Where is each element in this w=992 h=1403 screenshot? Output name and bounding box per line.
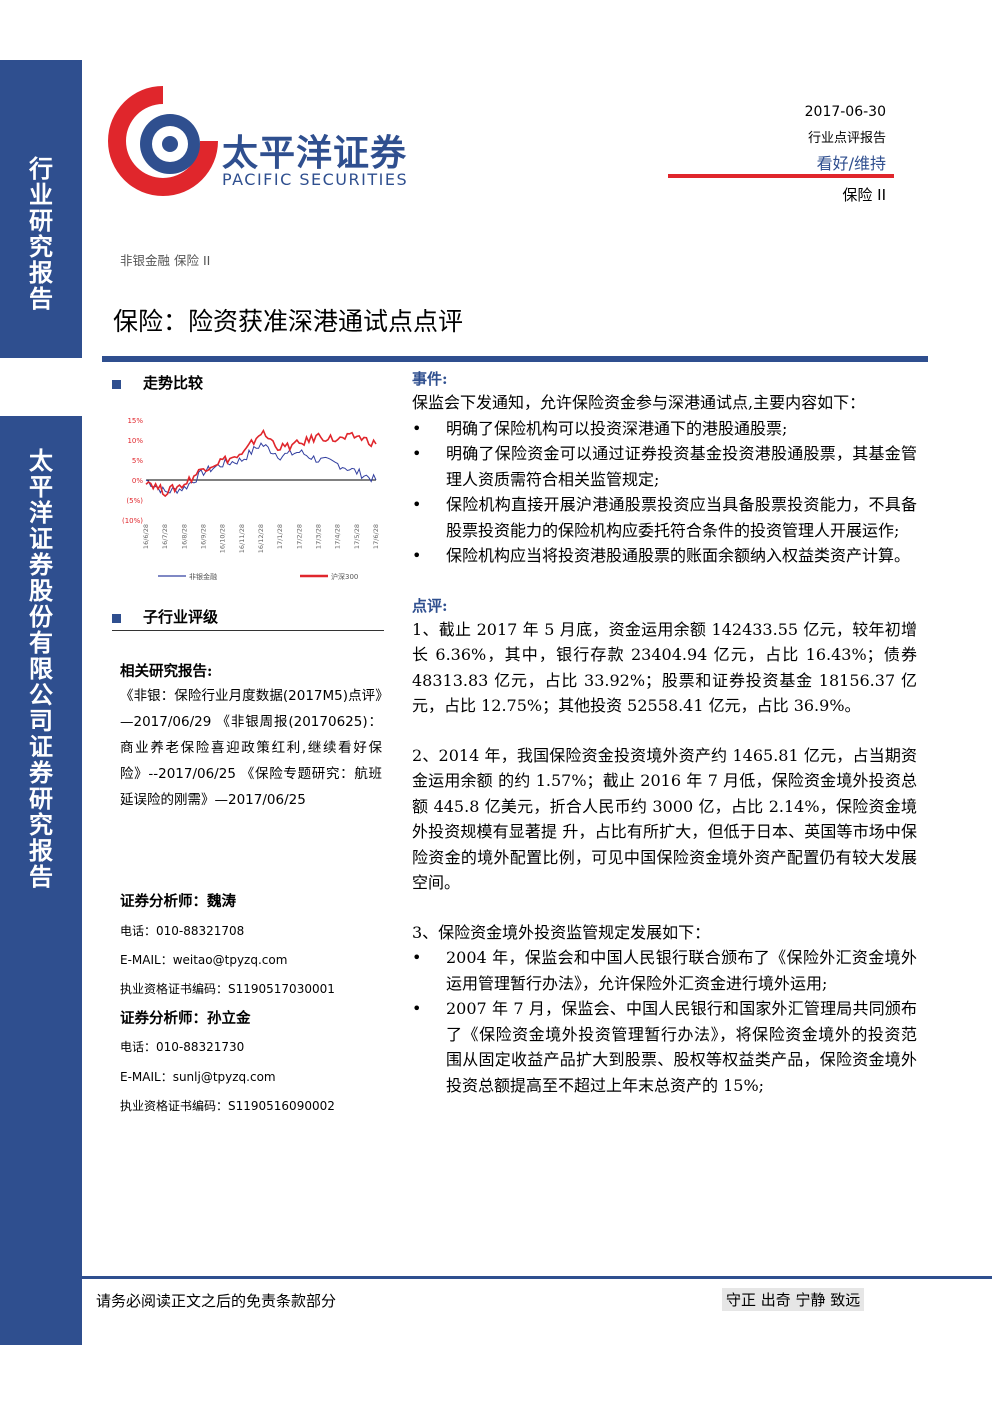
comment-para-3: 3、保险资金境外投资监管规定发展如下： [412,922,711,942]
rating-underline [668,174,894,178]
report-type: 行业点评报告 [807,131,886,146]
y-tick-label: 15% [127,417,143,425]
rating: 看好/维持 [816,154,886,173]
y-tick-label: 0% [132,477,143,485]
footer-motto: 守正 出奇 宁静 致远 [722,1288,865,1311]
analyst2-phone: 电话：010-88321730 [120,1040,245,1054]
event-bullets: 明确了保险机构可以投资深港通下的港股通股票; 明确了保险资金可以通过证券投资基金… [412,416,917,569]
y-tick-label: (5%) [126,497,143,505]
comment-heading: 点评: [412,596,448,615]
comment-para-1: 1、截止 2017 年 5 月底，资金运用余额 142433.55 亿元，较年初… [412,619,917,716]
x-tick-label: 17/1/28 [276,524,284,549]
legend-label: 非银金融 [189,572,217,581]
list-item: 保险机构应当将投资港股通股票的账面余额纳入权益类资产计算。 [412,543,917,569]
comment-para-2: 2、2014 年，我国保险资金投资境外资产约 1465.81 亿元，占当期资金运… [412,745,917,893]
footer-disclaimer: 请务必阅读正文之后的免责条款部分 [96,1292,337,1310]
list-item: 保险机构直接开展沪港通股票投资应当具备股票投资能力，不具备股票投资能力的保险机构… [412,492,917,543]
y-tick-label: (10%) [122,517,143,525]
report-date: 2017-06-30 [804,104,886,120]
analyst1-name: 证券分析师：魏涛 [120,893,236,910]
analyst1-phone: 电话：010-88321708 [120,924,245,938]
list-item: 明确了保险资金可以通过证券投资基金投资港股通股票，其基金管理人资质需符合相关监管… [412,441,917,492]
legend-label: 沪深300 [331,572,358,581]
x-tick-label: 17/4/28 [334,524,342,549]
x-tick-label: 17/3/28 [315,524,323,549]
series-line-1 [145,442,377,495]
sidebar-bottom-label: 太平洋证券股份有限公司证券研究报告 [29,446,53,891]
x-tick-label: 16/12/28 [257,524,265,553]
x-tick-label: 17/2/28 [295,524,303,549]
x-tick-label: 17/6/28 [372,524,380,549]
sidebar-top-label: 行业研究报告 [29,154,53,313]
analyst1-email[interactable]: E-MAIL：weitao@tpyzq.com [120,953,288,967]
series-line-2 [145,428,377,498]
trend-heading: 走势比较 [112,372,203,393]
trend-chart: 15% 10% 5% 0% (5%) (10%) 16/6/28 16/7/28 16/8/28… [114,410,382,590]
x-tick-label: 16/11/28 [238,524,246,553]
analyst2-cert: 执业资格证书编码：S1190516090002 [120,1099,335,1113]
main-content: 事件: 保监会下发通知，允许保险资金参与深港通试点,主要内容如下： 明确了保险机… [412,368,917,1098]
square-bullet-icon [112,613,121,623]
breadcrumb: 非银金融 保险 II [120,253,211,268]
trend-chart-svg: 15% 10% 5% 0% (5%) (10%)16/6/28 16/7/28 16/8/28… [122,417,380,581]
related-heading: 相关研究报告: [120,663,213,680]
sub-industry-heading: 子行业评级 [112,606,218,627]
logo-text-cn: 太平洋证券 [222,133,408,174]
x-tick-label: 16/9/28 [200,524,208,549]
footer-rule [82,1276,992,1279]
list-item: 2004 年，保监会和中国人民银行联合颁布了《保险外汇资金境外运用管理暂行办法》… [412,945,917,996]
analyst1-cert: 执业资格证书编码：S1190517030001 [120,982,335,996]
sidebar [0,60,82,1345]
event-heading: 事件: [412,370,448,388]
page-title: 保险：险资获准深港通试点点评 [113,307,464,336]
analyst2-email[interactable]: E-MAIL：sunlj@tpyzq.com [120,1070,276,1084]
list-item: 明确了保险机构可以投资深港通下的港股通股票; [412,416,917,442]
logo [104,82,222,200]
x-tick-label: 16/8/28 [180,524,188,549]
y-tick-label: 5% [132,457,143,465]
sector: 保险 II [842,186,886,204]
related-reports: 《非银：保险行业月度数据(2017M5)点评》—2017/06/29 《非银周报… [120,688,382,808]
x-tick-label: 16/6/28 [142,524,150,549]
analyst2-name: 证券分析师：孙立金 [120,1010,251,1027]
regulation-bullets: 2004 年，保监会和中国人民银行联合颁布了《保险外汇资金境外运用管理暂行办法》… [412,945,917,1098]
list-item: 2007 年 7 月，保监会、中国人民银行和国家外汇管理局共同颁布了《保险资金境… [412,996,917,1098]
square-bullet-icon [112,379,121,389]
sidebar-gap [0,358,82,416]
x-tick-label: 17/5/28 [353,524,361,549]
title-rule [102,356,928,362]
logo-text-en: PACIFIC SECURITIES [222,170,409,189]
logo-mark-icon [108,86,218,196]
x-tick-label: 16/7/28 [161,524,169,549]
x-tick-label: 16/10/28 [219,524,227,553]
y-tick-label: 10% [127,437,143,445]
event-intro: 保监会下发通知，允许保险资金参与深港通试点,主要内容如下： [412,393,866,412]
section-rule [112,630,384,631]
